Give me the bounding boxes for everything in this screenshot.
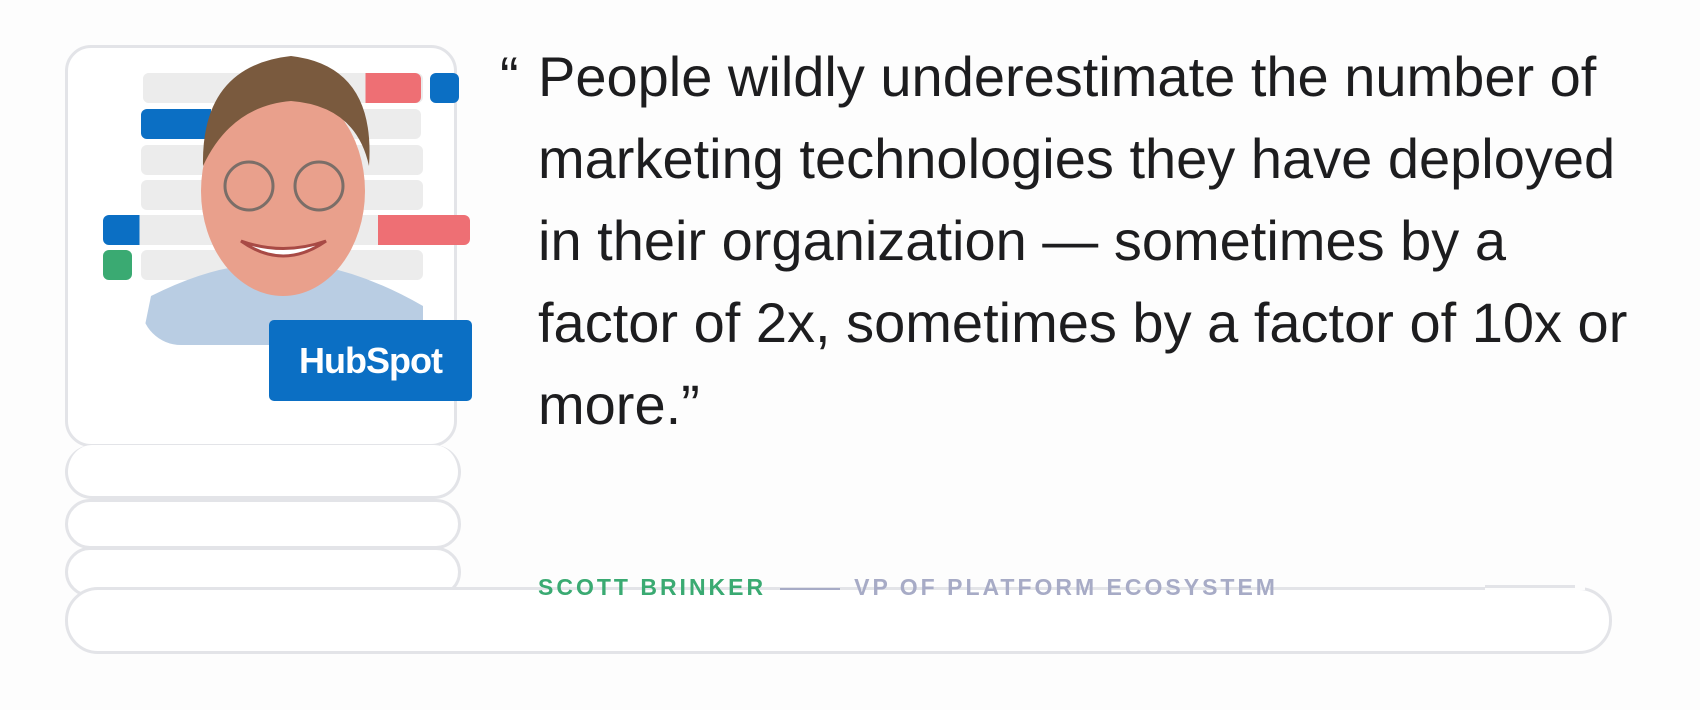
hubspot-logo: HubSpot bbox=[269, 320, 472, 401]
person-portrait-icon bbox=[141, 56, 423, 345]
portrait-photo bbox=[141, 46, 423, 345]
bottom-pill bbox=[65, 587, 1612, 654]
author-name: SCOTT BRINKER bbox=[538, 574, 767, 600]
decor-square-blue bbox=[430, 73, 459, 103]
hubspot-logo-text: HubSpot bbox=[299, 339, 443, 381]
stack-pill-2 bbox=[65, 499, 461, 549]
attribution: SCOTT BRINKER VP OF PLATFORM ECOSYSTEM bbox=[538, 574, 1278, 601]
open-quote-mark: “ bbox=[500, 45, 519, 108]
author-title: VP OF PLATFORM ECOSYSTEM bbox=[854, 574, 1278, 600]
quote-text: People wildly underestimate the number o… bbox=[538, 45, 1628, 436]
attribution-connector-line bbox=[1485, 585, 1575, 588]
decor-square-green bbox=[103, 250, 132, 280]
stack-pill-1 bbox=[65, 445, 461, 499]
separator-dash bbox=[780, 587, 841, 590]
